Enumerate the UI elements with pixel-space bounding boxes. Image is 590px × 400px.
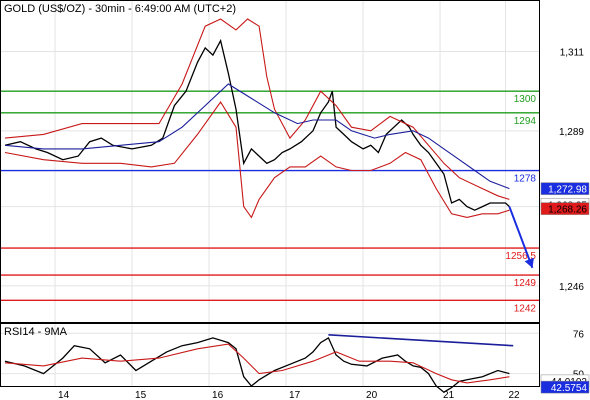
- price-badge-0-box: [540, 182, 590, 195]
- rsi-series-rsi: [4, 336, 510, 393]
- rsi-tick-label-0: 76: [573, 329, 585, 340]
- rsi-series-rsi-ma: [4, 343, 510, 384]
- price-tick-label-3: 1,246: [559, 282, 584, 293]
- price-tick-label-1: 1,289: [559, 127, 584, 138]
- rsi-panel-frame: [0, 323, 540, 387]
- main-grid: [1, 1, 539, 322]
- price-badge-2-box: [540, 202, 590, 215]
- rsi-title: RSI14 - 9MA: [4, 326, 68, 338]
- chart-title: GOLD (US$/OZ) - 30min - 6:49:00 AM (UTC+…: [4, 3, 236, 15]
- price-tick-label-0: 1,311: [560, 47, 585, 58]
- time-tick-label-0: 14: [58, 390, 70, 400]
- series-moving-average: [4, 83, 510, 190]
- price-badge-2-label: 1,268.26: [548, 205, 587, 216]
- price-series-group: [4, 18, 510, 219]
- level-label-5: 1242: [514, 303, 537, 314]
- projection-arrow-head: [524, 257, 534, 268]
- projection-arrow: [508, 206, 534, 269]
- series-bollinger-upper: [4, 18, 510, 200]
- time-tick-label-2: 16: [212, 390, 224, 400]
- level-label-4: 1249: [514, 278, 537, 289]
- series-price: [4, 38, 510, 211]
- projection-arrow-shaft: [508, 206, 534, 269]
- time-tick-label-1: 15: [135, 390, 147, 400]
- time-tick-label-6: 22: [509, 390, 521, 400]
- rsi-trendline: [328, 334, 514, 347]
- rsi-series-group: [4, 336, 510, 393]
- main-panel-frame: [0, 0, 540, 323]
- level-label-3: 1256.5: [505, 251, 536, 262]
- series-bollinger-lower: [4, 101, 510, 219]
- time-tick-label-3: 17: [289, 390, 301, 400]
- rsi-badge-1-label: 42.5754: [551, 383, 588, 394]
- level-label-2: 1278: [514, 174, 537, 185]
- time-tick-label-4: 20: [366, 390, 378, 400]
- time-tick-label-5: 21: [443, 390, 455, 400]
- level-label-0: 1300: [514, 94, 537, 105]
- price-badges: 1,272.981,268.351,268.2644.010242.5754: [540, 182, 590, 394]
- price-badge-0-label: 1,272.98: [548, 185, 587, 196]
- level-label-1: 1294: [514, 116, 537, 127]
- rsi-trendline-segment: [328, 334, 514, 347]
- time-axis: 14 15 16 17 20 21 22: [58, 390, 520, 400]
- rsi-badge-1-box: [540, 380, 590, 394]
